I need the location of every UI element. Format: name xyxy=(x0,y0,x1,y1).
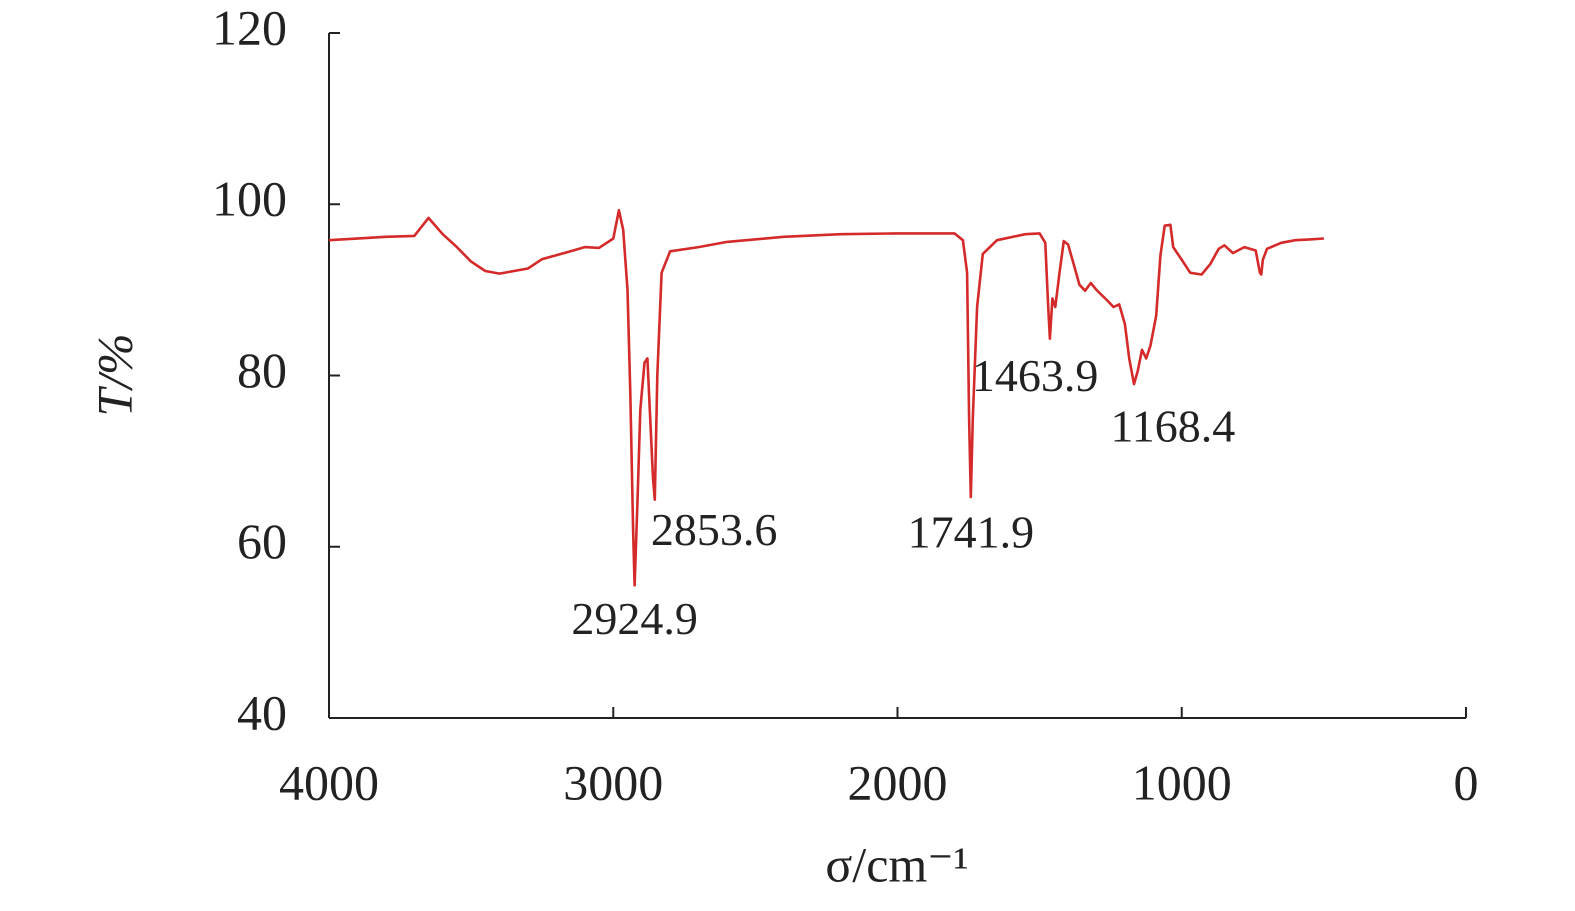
peak-annotation: 2924.9 xyxy=(571,593,698,644)
y-tick-label: 40 xyxy=(237,684,287,740)
y-tick-label: 120 xyxy=(212,0,287,55)
peak-annotation: 1168.4 xyxy=(1110,401,1235,452)
x-tick-label: 0 xyxy=(1454,754,1479,810)
x-tick-label: 2000 xyxy=(848,754,948,810)
peak-annotation: 1741.9 xyxy=(908,507,1035,558)
spectrum-line xyxy=(328,208,1324,587)
peak-annotation: 1463.9 xyxy=(972,350,1099,401)
x-tick-label: 3000 xyxy=(563,754,663,810)
peak-annotation: 2853.6 xyxy=(651,504,778,555)
y-axis-label: T/% xyxy=(86,333,142,416)
x-tick-label: 4000 xyxy=(279,754,379,810)
y-tick-label: 80 xyxy=(237,342,287,398)
x-tick-label: 1000 xyxy=(1132,754,1232,810)
y-tick-label: 60 xyxy=(237,513,287,569)
x-axis-label: σ/cm⁻¹ xyxy=(825,836,968,892)
y-tick-label: 100 xyxy=(212,171,287,227)
